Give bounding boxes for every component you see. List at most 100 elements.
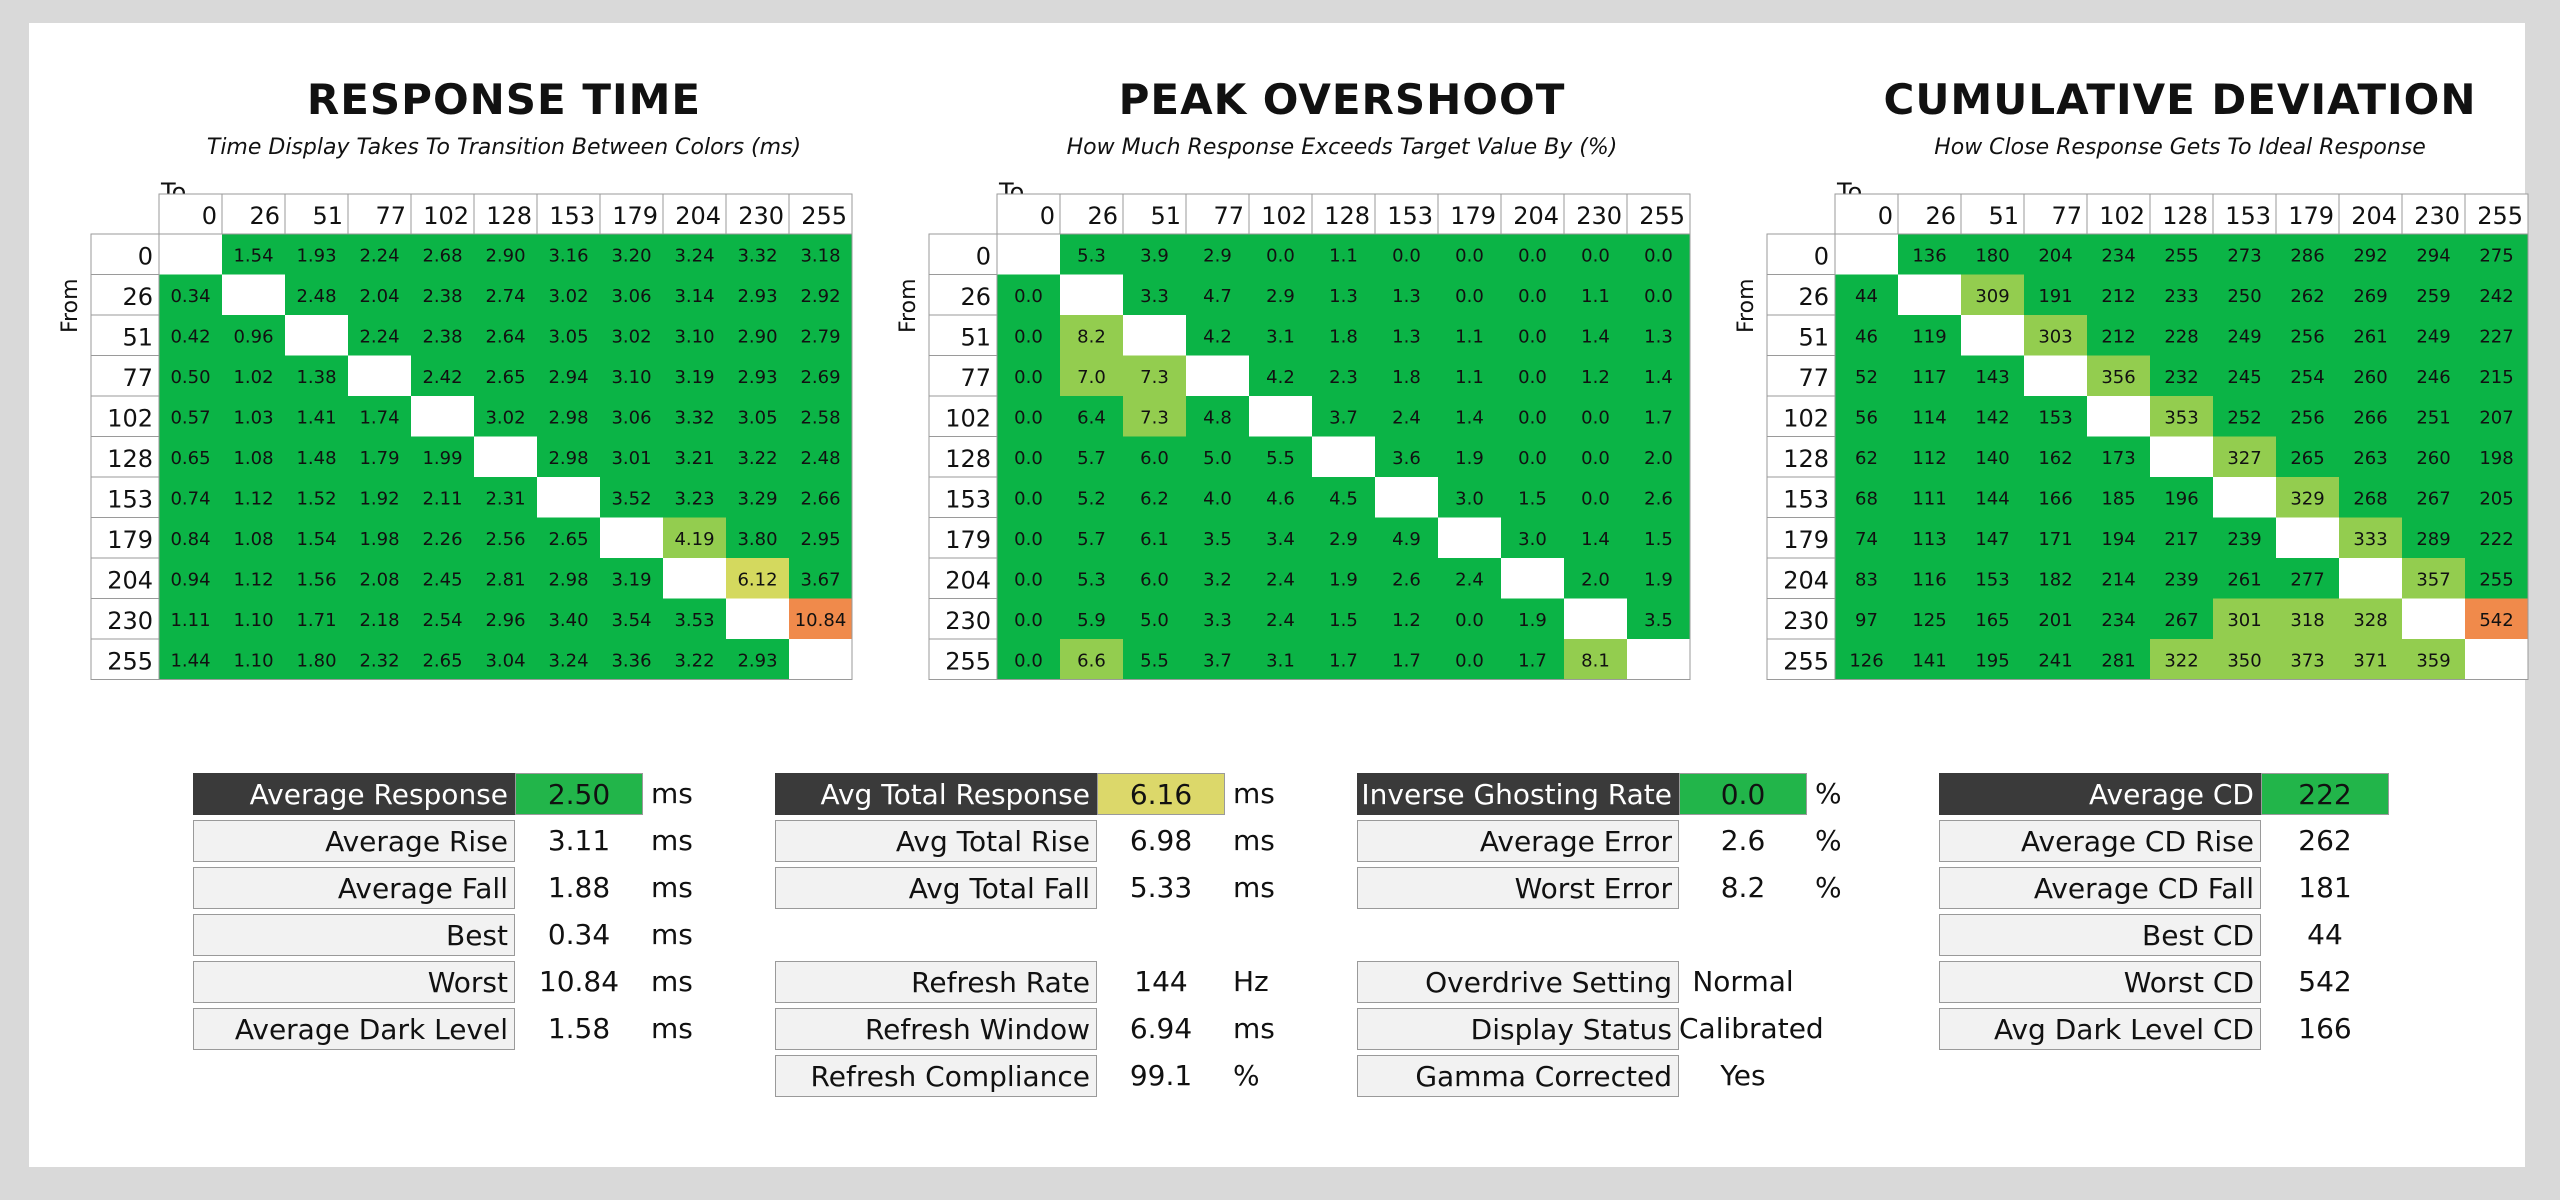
heatmap-cell: [1438, 436, 1501, 477]
cell-value: 7.3: [1140, 407, 1169, 428]
heatmap-cell: [1186, 355, 1249, 396]
cell-value: 3.9: [1140, 245, 1169, 266]
cell-value: 273: [2227, 245, 2261, 266]
heatmap-cell: [285, 234, 348, 275]
heatmap-cell: [1186, 436, 1249, 477]
cell-value: 2.81: [485, 569, 525, 590]
column-header-cell: [473, 193, 538, 235]
cell-value: 233: [2164, 286, 2198, 307]
heatmap-cell: [348, 517, 411, 558]
cell-value: 356: [2101, 367, 2135, 388]
heatmap-cell: [1835, 517, 1898, 558]
column-header-cell: [2212, 193, 2277, 235]
heatmap-cell: [2024, 274, 2087, 315]
stat-row: Avg Dark Level CD 166: [1939, 1008, 2499, 1052]
cell-value: 249: [2416, 326, 2450, 347]
heatmap-cell: [1249, 639, 1312, 680]
heatmap-cell: [600, 477, 663, 518]
cell-value: 329: [2290, 488, 2324, 509]
heatmap-cell: [726, 436, 789, 477]
column-header: 51: [1988, 202, 2019, 230]
heatmap-cell: [159, 274, 222, 315]
heatmap-cell: [2150, 355, 2213, 396]
heatmap-cell: [474, 639, 537, 680]
heatmap-cell: [1501, 517, 1564, 558]
heatmap-cell: [2402, 477, 2465, 518]
cell-value: 3.22: [737, 448, 777, 469]
cell-value: 3.06: [611, 407, 651, 428]
heatmap-cell: [726, 234, 789, 275]
heatmap-cell: [1312, 274, 1375, 315]
heatmap-cell: [1961, 436, 2024, 477]
heatmap-cell: [1123, 598, 1186, 639]
cell-value: 3.7: [1203, 650, 1232, 671]
cell-value: 112: [1912, 448, 1946, 469]
cell-value: 239: [2227, 529, 2261, 550]
heatmap-cell: [2276, 396, 2339, 437]
cell-value: 0.0: [1014, 529, 1043, 550]
peak-overshoot-grid: 0 26 51 77 102 128 153 179 204 230 255 0 5.3 3.9 2.9 0.…: [928, 193, 1691, 680]
cell-value: 83: [1855, 569, 1878, 590]
stat-label: Best: [193, 914, 515, 956]
heatmap-cell: [1564, 436, 1627, 477]
cell-value: 3.20: [611, 245, 651, 266]
heatmap-cell: [2087, 355, 2150, 396]
heatmap-cell: [1312, 598, 1375, 639]
column-header-cell: [2149, 193, 2214, 235]
stat-label: Avg Total Response: [775, 773, 1097, 815]
cell-value: 3.5: [1203, 529, 1232, 550]
cell-value: 3.01: [611, 448, 651, 469]
heatmap-cell: [2339, 396, 2402, 437]
cell-value: 260: [2353, 367, 2387, 388]
heatmap-cell: [789, 517, 852, 558]
heatmap-cell: [1564, 234, 1627, 275]
cell-value: 3.4: [1266, 529, 1295, 550]
cell-value: 0.0: [1014, 569, 1043, 590]
heatmap-cell: [1186, 477, 1249, 518]
heatmap-cell: [159, 477, 222, 518]
heatmap-cell: [2150, 477, 2213, 518]
cell-value: 3.67: [800, 569, 840, 590]
row-header: 204: [945, 567, 991, 595]
cell-value: 1.3: [1392, 326, 1421, 347]
cell-value: 5.7: [1077, 529, 1106, 550]
heatmap-cell: [285, 274, 348, 315]
cell-value: 204: [2038, 245, 2072, 266]
heatmap-cell: [1438, 477, 1501, 518]
stat-label: Refresh Compliance: [775, 1055, 1097, 1097]
heatmap-cell: [1186, 598, 1249, 639]
cell-value: 6.0: [1140, 569, 1169, 590]
heatmap-cell: [1961, 234, 2024, 275]
cell-value: 3.18: [800, 245, 840, 266]
cell-value: 2.65: [422, 650, 462, 671]
heatmap-cell: [1060, 639, 1123, 680]
stat-unit: %: [1815, 777, 1842, 810]
cell-value: 3.02: [611, 326, 651, 347]
heatmap-cell: [1564, 355, 1627, 396]
cell-value: 359: [2416, 650, 2450, 671]
stat-label: Worst: [193, 961, 515, 1003]
heatmap-cell: [1835, 274, 1898, 315]
stat-value: 6.94: [1129, 1012, 1193, 1045]
cell-value: 0.0: [1518, 286, 1547, 307]
heatmap-cell: [1835, 234, 1898, 275]
heatmap-cell: [222, 639, 285, 680]
heatmap-cell: [600, 558, 663, 599]
cell-value: 0.0: [1014, 367, 1043, 388]
cell-value: 1.56: [296, 569, 336, 590]
cell-value: 3.40: [548, 610, 588, 631]
heatmap-cell: [2276, 315, 2339, 356]
heatmap-cell: [285, 598, 348, 639]
heatmap-cell: [2213, 517, 2276, 558]
cell-value: 2.3: [1329, 367, 1358, 388]
heatmap-cell: [663, 558, 726, 599]
cell-value: 234: [2101, 245, 2135, 266]
heatmap-cell: [2465, 477, 2528, 518]
cell-value: 1.4: [1644, 367, 1673, 388]
row-header: 0: [138, 243, 153, 271]
heatmap-cell: [1564, 517, 1627, 558]
heatmap-cell: [285, 639, 348, 680]
row-header-cell: [1766, 355, 1836, 397]
heatmap-cell: [348, 477, 411, 518]
heatmap-cell: [1501, 436, 1564, 477]
